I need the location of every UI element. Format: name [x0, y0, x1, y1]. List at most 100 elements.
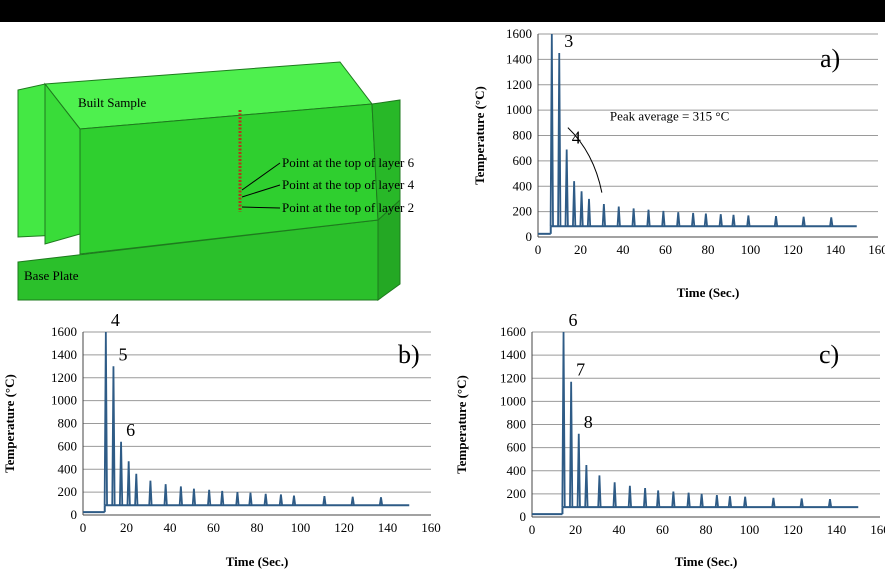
temperature-peak: [727, 496, 733, 508]
y-tick-label: 800: [513, 128, 533, 143]
temperature-peak: [291, 495, 297, 506]
x-tick-label: 120: [783, 242, 803, 257]
panel-label: a): [820, 44, 840, 73]
temperature-peak: [586, 198, 592, 227]
y-tick-label: 400: [58, 461, 78, 476]
temperature-peak: [714, 494, 719, 508]
temperature-peak: [718, 214, 723, 227]
y-tick-label: 600: [507, 440, 527, 455]
y-axis-label: Temperature (°C): [472, 86, 487, 185]
y-axis-label: Temperature (°C): [2, 374, 17, 473]
peak-layer-label: 7: [576, 360, 585, 380]
x-tick-label: 60: [659, 242, 672, 257]
x-tick-label: 100: [740, 522, 760, 537]
peak-layer-label: 3: [564, 31, 573, 51]
temperature-peak: [646, 209, 651, 227]
leader-line-layer4: [241, 184, 281, 198]
x-tick-label: 40: [613, 522, 626, 537]
x-tick-label: 20: [569, 522, 582, 537]
temperature-peak: [616, 206, 621, 227]
temperature-peak: [103, 331, 108, 506]
temperature-peak: [661, 210, 666, 227]
x-tick-label: 0: [80, 520, 87, 535]
y-tick-label: 0: [526, 229, 533, 244]
temperature-peak: [827, 498, 833, 508]
temperature-peak: [178, 486, 183, 506]
x-tick-label: 80: [251, 520, 264, 535]
model-illustration: Built Sample Base Plate Point at the top…: [17, 61, 415, 301]
built-sample-side: [371, 99, 401, 222]
x-tick-label: 120: [334, 520, 354, 535]
temperature-peak: [601, 203, 606, 227]
x-tick-label: 100: [291, 520, 311, 535]
temperature-peak: [549, 33, 554, 227]
x-tick-label: 160: [870, 522, 885, 537]
y-tick-label: 1200: [506, 77, 532, 92]
temperature-peak: [627, 485, 632, 508]
y-tick-label: 200: [513, 204, 533, 219]
temperature-peak: [118, 441, 124, 506]
x-tick-label: 80: [702, 242, 715, 257]
temperature-peak: [576, 433, 581, 508]
peak-layer-label: 6: [569, 310, 578, 330]
y-tick-label: 1200: [51, 370, 77, 385]
temperature-peak: [322, 496, 327, 506]
y-tick-label: 600: [513, 153, 533, 168]
temperature-peak: [350, 496, 355, 506]
temperature-peak: [134, 473, 139, 506]
x-tick-label: 140: [826, 242, 846, 257]
panel-label: b): [398, 340, 420, 369]
y-tick-label: 800: [58, 416, 78, 431]
temperature-peak: [656, 490, 661, 508]
y-tick-label: 200: [507, 486, 527, 501]
y-tick-label: 400: [507, 463, 527, 478]
temperature-peak: [564, 149, 569, 227]
y-tick-label: 200: [58, 484, 78, 499]
temperature-peak: [126, 461, 131, 506]
peak-layer-label: 4: [572, 127, 581, 147]
temperature-peak: [731, 214, 736, 227]
temperature-peak: [631, 208, 636, 227]
annotation-bracket: [567, 127, 603, 193]
temperature-peak: [220, 490, 225, 506]
temperature-peak: [643, 488, 648, 508]
temperature-peak: [207, 489, 212, 506]
temperature-peak: [163, 484, 168, 506]
x-tick-label: 0: [529, 522, 536, 537]
x-axis-label: Time (Sec.): [675, 554, 738, 569]
x-axis-label: Time (Sec.): [226, 554, 289, 569]
base-plate-label: Base Plate: [24, 268, 79, 283]
y-tick-label: 1600: [506, 26, 532, 41]
temperature-peak: [612, 482, 617, 508]
y-tick-label: 1400: [500, 347, 526, 362]
temperature-peak: [799, 498, 804, 508]
temperature-peak: [746, 215, 751, 227]
temperature-peak: [278, 494, 284, 506]
x-tick-label: 60: [656, 522, 669, 537]
point-label-layer2: Point at the top of layer 2: [282, 200, 414, 215]
temperature-peak: [773, 215, 779, 227]
x-tick-label: 140: [378, 520, 398, 535]
temperature-peak: [676, 212, 681, 227]
y-tick-label: 0: [520, 509, 527, 524]
temperature-peak: [579, 191, 584, 227]
temperature-peak: [148, 480, 153, 506]
y-tick-label: 600: [58, 438, 78, 453]
x-tick-label: 20: [574, 242, 587, 257]
x-tick-label: 40: [164, 520, 177, 535]
x-tick-label: 60: [207, 520, 220, 535]
y-tick-label: 1600: [500, 324, 526, 339]
chart-panel-b: 0 200 400 600 800 1000 1200 1400 1600 0 20 40 60 80 10…: [2, 310, 441, 569]
temperature-peak: [111, 366, 116, 506]
y-tick-label: 1400: [51, 347, 77, 362]
y-tick-label: 400: [513, 178, 533, 193]
built-sample-label: Built Sample: [78, 95, 146, 110]
temperature-peak: [561, 331, 566, 508]
temperature-peak: [191, 488, 197, 506]
x-tick-label: 80: [700, 522, 713, 537]
y-tick-label: 1400: [506, 51, 532, 66]
x-axis-label: Time (Sec.): [677, 285, 740, 300]
peak-layer-label: 8: [584, 412, 593, 432]
temperature-peak: [597, 475, 602, 508]
y-tick-label: 0: [71, 507, 78, 522]
